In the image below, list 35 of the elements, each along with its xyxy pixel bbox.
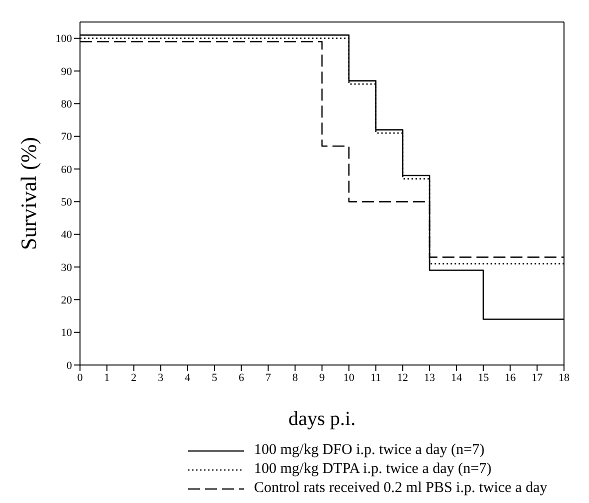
x-tick-label: 0 (77, 372, 84, 384)
y-tick-label: 60 (61, 164, 72, 176)
x-tick-label: 15 (478, 372, 490, 384)
x-tick-label: 18 (558, 372, 570, 384)
x-tick-label: 16 (504, 372, 516, 384)
y-tick-label: 30 (61, 262, 72, 274)
y-tick-label: 50 (61, 196, 72, 209)
x-tick-label: 5 (212, 372, 218, 384)
y-tick-label: 0 (66, 360, 72, 372)
x-tick-label: 11 (370, 372, 382, 384)
x-tick-label: 13 (424, 372, 436, 384)
x-tick-label: 8 (292, 372, 298, 384)
y-tick-label: 20 (61, 294, 72, 307)
x-tick-label: 3 (158, 372, 164, 384)
y-tick-label: 40 (61, 229, 72, 242)
x-tick-label: 9 (319, 372, 326, 384)
y-tick-label: 70 (61, 131, 72, 144)
x-tick-label: 14 (450, 372, 462, 384)
x-tick-label: 4 (184, 372, 191, 384)
y-tick-label: 10 (61, 327, 72, 340)
legend-label: Control rats received 0.2 ml PBS i.p. twice a day (254, 480, 548, 497)
x-tick-label: 6 (238, 372, 245, 384)
legend-label: 100 mg/kg DFO i.p. twice a day (n=7) (254, 442, 485, 459)
x-tick-label: 2 (131, 372, 137, 384)
y-axis-title: Survival (%) (16, 136, 41, 250)
y-tick-label: 90 (61, 66, 72, 78)
y-tick-label: 80 (61, 98, 72, 111)
legend-label: 100 mg/kg DTPA i.p. twice a day (n=7) (254, 461, 492, 478)
x-tick-label: 7 (265, 372, 272, 384)
y-tick-label: 100 (56, 33, 72, 46)
x-tick-label: 17 (532, 372, 544, 384)
x-tick-label: 1 (104, 372, 110, 384)
x-tick-label: 10 (343, 372, 355, 384)
x-axis-title: days p.i. (288, 408, 356, 430)
x-tick-label: 12 (397, 372, 408, 384)
